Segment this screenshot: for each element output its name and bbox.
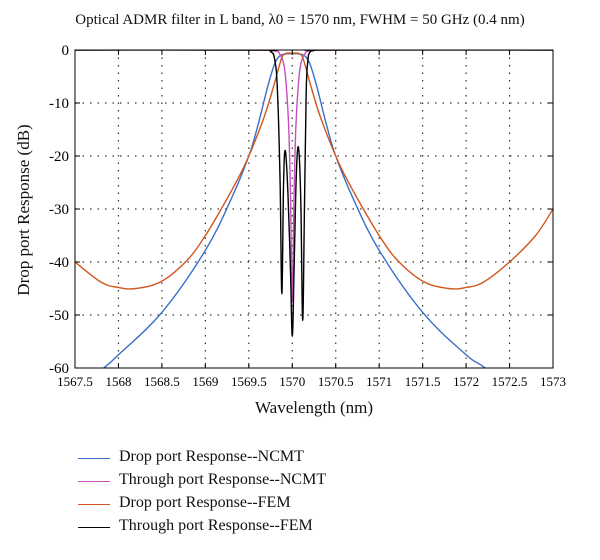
legend-item: Drop port Response--FEM (78, 494, 498, 517)
x-tick-label: 1572 (453, 374, 479, 389)
plot-area: 1567.5 1568 1568.5 1569 1569.5 1570 1570.5 1571… (49, 43, 566, 389)
legend-swatch (78, 458, 110, 459)
x-tick-label: 1570.5 (318, 374, 354, 389)
grid (75, 50, 553, 368)
x-tick-label: 1569.5 (231, 374, 267, 389)
x-axis-label: Wavelength (nm) (254, 398, 374, 417)
y-tick-label: -30 (49, 202, 69, 218)
series-line-1 (102, 52, 487, 368)
y-tick-label: -60 (49, 361, 69, 377)
series-line-3 (75, 52, 553, 290)
x-tick-label: 1567.5 (57, 374, 93, 389)
x-tick-label: 1572.5 (492, 374, 528, 389)
y-tick-label: -40 (49, 255, 69, 271)
y-tick-label: -50 (49, 308, 69, 324)
chart-title: Optical ADMR filter in L band, λ0 = 1570… (75, 12, 525, 28)
series-line-2 (75, 50, 553, 303)
legend-item: Through port Response--NCMT (78, 471, 498, 494)
x-tick-label: 1568 (105, 374, 131, 389)
x-tick-label: 1573 (540, 374, 566, 389)
legend-item: Drop port Response--NCMT (78, 448, 498, 471)
legend-label: Drop port Response--NCMT (119, 448, 304, 465)
legend-label: Through port Response--FEM (119, 517, 313, 534)
legend: Drop port Response--NCMT Through port Res… (78, 448, 498, 540)
legend-item: Through port Response--FEM (78, 517, 498, 540)
legend-label: Through port Response--NCMT (119, 471, 327, 488)
legend-swatch (78, 481, 110, 482)
x-tick-label: 1569 (192, 374, 218, 389)
x-tick-label: 1571 (366, 374, 392, 389)
x-tick-label: 1568.5 (144, 374, 180, 389)
series-line-4 (75, 50, 553, 337)
x-tick-label: 1571.5 (405, 374, 441, 389)
series-group (75, 50, 553, 368)
legend-label: Drop port Response--FEM (119, 494, 291, 511)
legend-swatch (78, 527, 110, 528)
y-tick-label: -20 (49, 149, 69, 165)
y-axis-label: Drop port Response (dB) (14, 124, 33, 296)
x-tick-label: 1570 (279, 374, 305, 389)
legend-swatch (78, 504, 110, 505)
axis-ticks: 1567.5 1568 1568.5 1569 1569.5 1570 1570.5 1571… (49, 43, 566, 389)
y-tick-label: -10 (49, 96, 69, 112)
y-tick-label: 0 (62, 43, 70, 59)
